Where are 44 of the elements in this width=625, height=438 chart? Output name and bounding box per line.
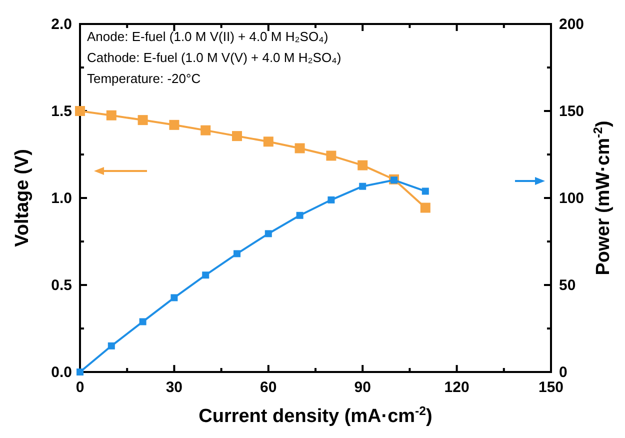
point — [232, 131, 242, 142]
point — [234, 250, 240, 258]
x-tick-label: 0 — [76, 379, 84, 396]
point — [200, 125, 211, 136]
x-tick-label: 150 — [538, 379, 564, 396]
point — [76, 368, 84, 376]
y2-tick-label: 100 — [559, 190, 584, 207]
point — [358, 160, 368, 170]
annotation: Cathode: E-fuel (1.0 M V(V) + 4.0 M H₂SO₄) — [87, 50, 342, 65]
point — [422, 188, 429, 195]
x-tick-label: 120 — [444, 379, 470, 396]
x-axis-title: Current density (mA·cm$^{-2}$) — [198, 404, 432, 427]
point — [359, 182, 366, 190]
point — [420, 202, 430, 213]
x-tick-label: 30 — [166, 379, 183, 396]
y2-tick-label: 150 — [559, 103, 584, 120]
point — [106, 110, 116, 120]
point — [326, 150, 336, 161]
y2-tick-label: 50 — [559, 277, 576, 294]
point — [108, 342, 115, 350]
y-tick-label: 0.0 — [51, 364, 72, 381]
y-tick-label: 1.5 — [51, 103, 72, 120]
point — [390, 176, 398, 184]
point — [139, 318, 146, 326]
point — [169, 120, 180, 130]
y-axis-title: Voltage (V) — [12, 149, 33, 247]
y-tick-label: 2.0 — [51, 16, 72, 33]
point — [138, 115, 148, 126]
y-tick-label: 0.5 — [51, 277, 72, 294]
point — [75, 106, 85, 116]
point — [296, 212, 304, 219]
point — [328, 196, 335, 204]
annotation: Anode: E-fuel (1.0 M V(II) + 4.0 M H₂SO₄) — [87, 29, 328, 44]
point — [263, 136, 274, 147]
point — [264, 230, 272, 238]
x-tick-label: 60 — [260, 379, 277, 396]
point — [202, 272, 210, 279]
y2-tick-label: 200 — [559, 16, 584, 33]
y2-tick-label: 0 — [559, 364, 568, 381]
y-tick-label: 1.0 — [51, 190, 72, 207]
annotation: Temperature: -20°C — [87, 71, 201, 86]
point — [294, 143, 305, 154]
x-tick-label: 90 — [354, 379, 371, 396]
point — [170, 294, 178, 302]
